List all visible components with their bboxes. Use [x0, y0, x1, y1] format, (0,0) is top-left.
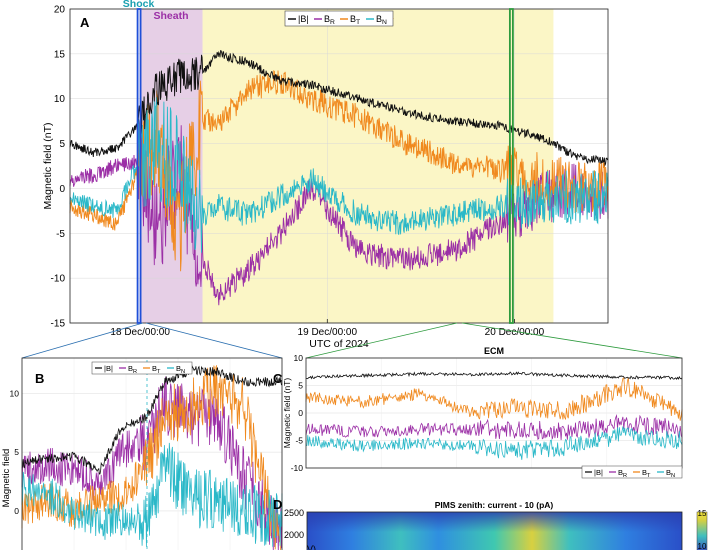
panel-c: -10 -5 0 5 10 C ECM Magnetic field (nT) |B| B…: [273, 346, 683, 479]
panel-d-heatmap-overlay: [307, 512, 682, 550]
panel-a-series: [69, 49, 609, 306]
panel-c-y-ticks: -10 -5 0 5 10: [291, 353, 304, 473]
panel-a-series-b-n: [69, 96, 609, 253]
panel-c-series-b-n: [305, 426, 683, 460]
panel-d-frame: [306, 511, 683, 550]
panel-b-legend-label-b-r: BR: [128, 364, 137, 375]
panel-d-y-tick-2000: 2000: [284, 530, 304, 540]
panel-d-letter: D: [273, 497, 282, 512]
panel-a-y-tick-label: 15: [54, 49, 66, 60]
region-box-shock: [136, 8, 142, 324]
panel-b-legend: |B| BR BT BN: [91, 361, 193, 375]
panel-d: D PIMS zenith: current - 10 (pA) 2500 20…: [273, 497, 708, 550]
panel-d-title: PIMS zenith: current - 10 (pA): [435, 500, 554, 510]
panel-b-series-b: [21, 365, 283, 475]
panel-a-y-ticks: -15 -10 -5 0 5 10 15 20: [51, 5, 66, 330]
panel-c-title: ECM: [484, 346, 504, 356]
zoom-line-b-right: [145, 322, 283, 359]
panel-c-frame: [305, 357, 683, 469]
panel-b: 0 5 10 B Magnetic field |B| BR BT BN: [1, 357, 283, 550]
panel-c-series-b-t: [305, 376, 683, 421]
panel-b-frame: [21, 357, 283, 550]
panel-a-y-tick-label: -5: [56, 229, 65, 240]
region-label-shock: Shock: [123, 0, 155, 10]
panel-c-legend-box: [581, 465, 683, 479]
panel-b-y-tick-label: 10: [10, 388, 20, 398]
panel-b-series-b-r: [21, 376, 283, 550]
panel-b-series-b-n: [21, 442, 283, 547]
panel-c-y-tick-label: 0: [298, 408, 303, 418]
panel-c-letter: C: [273, 371, 283, 386]
panel-a-series-b-r: [69, 120, 609, 306]
panel-a-legend-box: [284, 10, 394, 27]
panel-a-x-tick-label: 19 Dec/00:00: [298, 327, 358, 338]
region-label-sheath: Sheath: [154, 10, 189, 22]
panel-c-y-tick-label: 5: [298, 381, 303, 391]
panel-d-y-tick-2500: 2500: [284, 508, 304, 518]
panel-c-series-b: [305, 371, 683, 380]
panel-a-y-tick-label: 0: [59, 184, 65, 195]
panel-c-legend-label-b-t: BT: [642, 468, 651, 479]
panel-c-series-b-r: [305, 414, 683, 441]
panel-b-letter: B: [35, 371, 44, 386]
panel-b-y-axis-label: Magnetic field: [1, 449, 12, 508]
panel-b-y-ticks: 0 5 10: [10, 388, 20, 516]
panel-a-x-axis-label: UTC of 2024: [309, 338, 369, 350]
zoom-line-c-left: [305, 322, 458, 359]
panel-a-legend-label-b: |B|: [298, 14, 309, 24]
panel-b-legend-label-b-n: BN: [176, 364, 185, 375]
panel-a-y-tick-label: -10: [51, 274, 66, 285]
panel-c-y-tick-label: -5: [295, 436, 303, 446]
panel-a-legend-label-b-r: BR: [324, 14, 335, 26]
panel-b-legend-label-b: |B|: [104, 364, 113, 373]
panel-d-y-axis-label: V): [307, 544, 316, 550]
panel-a-y-tick-label: 5: [59, 139, 65, 150]
panel-c-legend-label-b: |B|: [594, 468, 603, 477]
panel-a-x-tick-label: 18 Dec/00:00: [110, 327, 170, 338]
panel-d-colorbar: [696, 511, 708, 550]
panel-b-legend-box: [91, 361, 193, 375]
panel-a-y-axis-label: Magnetic field (nT): [42, 123, 54, 210]
panel-c-y-axis-label: Magnetic field (nT): [282, 378, 292, 449]
panel-a-legend-label-b-n: BN: [376, 14, 387, 26]
panel-c-y-tick-label: 10: [294, 353, 304, 363]
panel-a-x-tick-label: 20 Dec/00:00: [485, 327, 545, 338]
panel-a: -15 -10 -5 0 5 10 15 20 18 Dec/00:00 19 Dec/00:0…: [42, 0, 609, 350]
panel-a-y-tick-label: -15: [51, 319, 66, 330]
panel-d-colorbar-tick-15: 15: [698, 509, 707, 518]
panel-b-y-tick-label: 0: [14, 506, 19, 516]
panel-c-legend-label-b-n: BN: [666, 468, 675, 479]
panel-b-legend-label-b-t: BT: [152, 364, 161, 375]
panel-b-series-b-t: [21, 365, 281, 550]
panel-c-series: [305, 371, 683, 460]
panel-d-colorbar-tick-10: 10: [698, 542, 707, 550]
panel-c-y-tick-label: -10: [291, 463, 304, 473]
panel-a-legend: |B| BR BT BN: [284, 10, 394, 27]
zoom-line-b-left: [21, 322, 144, 359]
region-ejecta: [202, 9, 554, 323]
zoom-line-c-right: [461, 322, 683, 359]
region-box-ecm-window: [508, 8, 514, 324]
panel-c-legend-label-b-r: BR: [618, 468, 627, 479]
panel-a-letter: A: [80, 15, 90, 30]
panel-a-frame: [69, 8, 609, 324]
panel-b-series: [21, 365, 283, 550]
panel-a-y-tick-label: 10: [54, 94, 66, 105]
panel-b-y-tick-label: 5: [14, 447, 19, 457]
panel-a-legend-label-b-t: BT: [350, 14, 360, 26]
panel-c-legend: |B| BR BT BN: [581, 465, 683, 479]
panel-a-y-tick-label: 20: [54, 5, 66, 16]
panel-a-series-b: [69, 49, 609, 167]
